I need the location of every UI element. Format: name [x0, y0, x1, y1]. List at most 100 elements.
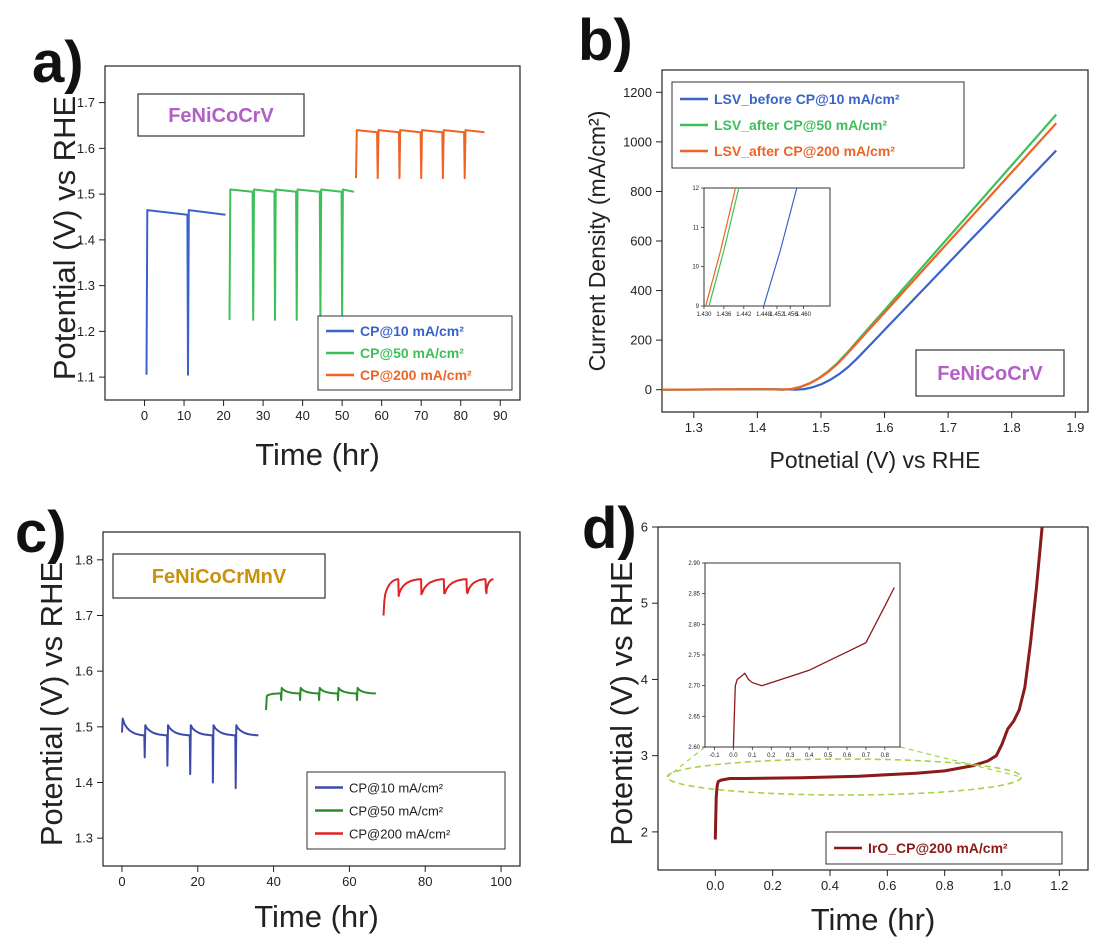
- x-tick-label: 0.0: [706, 878, 724, 893]
- inset-x-tick-label: 0.1: [748, 753, 757, 759]
- inset-series-line: [705, 187, 737, 307]
- inset-x-tick-label: 1.448: [756, 312, 772, 318]
- x-tick-label: 1.3: [685, 420, 703, 435]
- y-tick-label: 1.2: [77, 324, 95, 339]
- zoom-guide-line: [666, 746, 706, 778]
- inset-series-line: [763, 187, 798, 307]
- series-line: [121, 717, 259, 790]
- y-tick-label: 1.3: [77, 278, 95, 293]
- x-tick-label: 1.6: [875, 420, 893, 435]
- x-tick-label: 60: [374, 408, 388, 423]
- inset-y-tick-label: 2.75: [688, 653, 700, 659]
- x-tick-label: 0: [118, 874, 125, 889]
- y-tick-label: 1.7: [77, 95, 95, 110]
- legend-label: CP@200 mA/cm²: [349, 827, 451, 842]
- legend-label: CP@50 mA/cm²: [360, 345, 464, 361]
- y-tick-label: 1.4: [77, 232, 95, 247]
- zoom-guide-line: [899, 746, 1022, 778]
- x-tick-label: 100: [490, 874, 512, 889]
- inset-x-tick-label: 1.430: [696, 312, 712, 318]
- x-tick-label: 40: [295, 408, 309, 423]
- panel-d-x-axis-title: Time (hr): [811, 902, 936, 937]
- panel-a-label-text: FeNiCoCrV: [168, 105, 274, 127]
- inset-y-tick-label: 2.85: [688, 592, 700, 598]
- x-tick-label: 1.0: [993, 878, 1011, 893]
- inset-x-tick-label: 0.3: [786, 753, 795, 759]
- x-tick-label: 20: [216, 408, 230, 423]
- y-tick-label: 800: [630, 184, 652, 199]
- x-tick-label: 80: [418, 874, 432, 889]
- series-line: [145, 209, 226, 376]
- panel-a-plot-frame: [104, 65, 521, 401]
- x-tick-label: 40: [266, 874, 280, 889]
- panel-c-label-box: [112, 553, 326, 599]
- x-tick-label: 0.2: [764, 878, 782, 893]
- panel-a-x-axis-title: Time (hr): [255, 437, 380, 472]
- y-tick-label: 1.8: [75, 552, 93, 567]
- x-tick-label: 1.7: [939, 420, 957, 435]
- y-tick-label: 600: [630, 234, 652, 249]
- y-tick-label: 400: [630, 283, 652, 298]
- y-tick-label: 3: [641, 748, 648, 763]
- legend-label: CP@200 mA/cm²: [360, 367, 472, 383]
- inset-y-tick-label: 9: [696, 304, 700, 310]
- x-tick-label: 70: [414, 408, 428, 423]
- y-tick-label: 6: [641, 520, 648, 535]
- panel-d-y-axis-title: Potential (V) vs RHE: [604, 561, 639, 845]
- legend-label: IrO_CP@200 mA/cm²: [868, 840, 1008, 856]
- x-tick-label: 20: [191, 874, 205, 889]
- y-tick-label: 5: [641, 596, 648, 611]
- x-tick-label: 1.9: [1066, 420, 1084, 435]
- legend-label: LSV_after CP@50 mA/cm²: [714, 117, 887, 133]
- inset-x-tick-label: 1.456: [783, 312, 799, 318]
- highlight-ellipse: [666, 758, 1023, 796]
- x-tick-label: 0: [141, 408, 148, 423]
- legend-label: CP@10 mA/cm²: [360, 323, 464, 339]
- inset-x-tick-label: 1.460: [796, 312, 812, 318]
- inset-y-tick-label: 2.65: [688, 714, 700, 720]
- panel-b-chart: 1.3 1.4 1.5 1.6 1.7 1.8 1.9 0 200 400 600 800 1000 12…: [584, 69, 1089, 473]
- panel-d-inset-frame: [704, 562, 901, 748]
- x-tick-label: 0.8: [936, 878, 954, 893]
- inset-x-tick-label: -0.1: [709, 753, 720, 759]
- panel-c-chart: 0 20 40 60 80 100 1.3 1.4 1.5 1.6 1.7 1.8 Time (hr) P…: [34, 531, 521, 934]
- x-tick-label: 80: [453, 408, 467, 423]
- y-tick-label: 1.1: [77, 370, 95, 385]
- legend-label: LSV_before CP@10 mA/cm²: [714, 91, 900, 107]
- series-line: [265, 686, 376, 711]
- inset-x-tick-label: 0.5: [824, 753, 833, 759]
- y-tick-label: 1.7: [75, 608, 93, 623]
- panel-a-letter: a): [32, 30, 84, 95]
- x-tick-label: 0.4: [821, 878, 839, 893]
- panel-c-plot-frame: [102, 531, 521, 867]
- panel-b-label-text: FeNiCoCrV: [937, 363, 1043, 385]
- panel-d-letter: d): [582, 496, 637, 561]
- y-tick-label: 1.6: [77, 141, 95, 156]
- y-tick-label: 200: [630, 333, 652, 348]
- legend-label: LSV_after CP@200 mA/cm²: [714, 143, 895, 159]
- panel-b-y-axis-title: Current Density (mA/cm²): [584, 111, 610, 372]
- x-tick-label: 1.4: [748, 420, 766, 435]
- panel-c-label-text: FeNiCoCrMnV: [152, 566, 287, 588]
- inset-x-tick-label: 0.8: [881, 753, 890, 759]
- inset-y-tick-label: 2.80: [688, 622, 700, 628]
- y-tick-label: 1000: [623, 134, 652, 149]
- series-line: [228, 188, 355, 321]
- x-tick-label: 60: [342, 874, 356, 889]
- inset-series-line: [708, 187, 740, 307]
- inset-y-tick-label: 2.70: [688, 684, 700, 690]
- panel-a-chart: 0 10 20 30 40 50 60 70 80 90 1.1 1.2 1.3 1.4 1.5 1.6 1.7…: [47, 65, 521, 472]
- x-tick-label: 1.5: [812, 420, 830, 435]
- panel-b-letter: b): [578, 8, 633, 73]
- inset-y-tick-label: 12: [692, 186, 699, 192]
- x-tick-label: 10: [177, 408, 191, 423]
- panel-c-y-axis-title: Potential (V) vs RHE: [34, 562, 69, 846]
- y-tick-label: 1.5: [77, 187, 95, 202]
- panel-c-letter: c): [15, 500, 67, 565]
- y-tick-label: 0: [645, 382, 652, 397]
- panel-c-x-axis-title: Time (hr): [254, 899, 379, 934]
- inset-x-tick-label: 1.452: [769, 312, 785, 318]
- y-tick-label: 1.6: [75, 664, 93, 679]
- x-tick-label: 30: [256, 408, 270, 423]
- series-line: [661, 122, 1058, 391]
